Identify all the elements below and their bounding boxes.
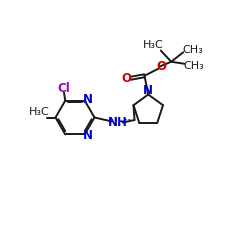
Text: O: O — [156, 60, 166, 73]
Text: ··: ·· — [124, 114, 132, 127]
Text: H₃C: H₃C — [29, 107, 50, 117]
Text: O: O — [121, 72, 131, 85]
Text: N: N — [143, 84, 153, 96]
Text: N: N — [83, 129, 93, 142]
Text: N: N — [83, 93, 93, 106]
Text: NH: NH — [108, 116, 128, 129]
Text: CH₃: CH₃ — [183, 61, 204, 71]
Text: CH₃: CH₃ — [182, 45, 203, 55]
Text: H₃C: H₃C — [144, 40, 164, 50]
Text: Cl: Cl — [58, 82, 70, 94]
